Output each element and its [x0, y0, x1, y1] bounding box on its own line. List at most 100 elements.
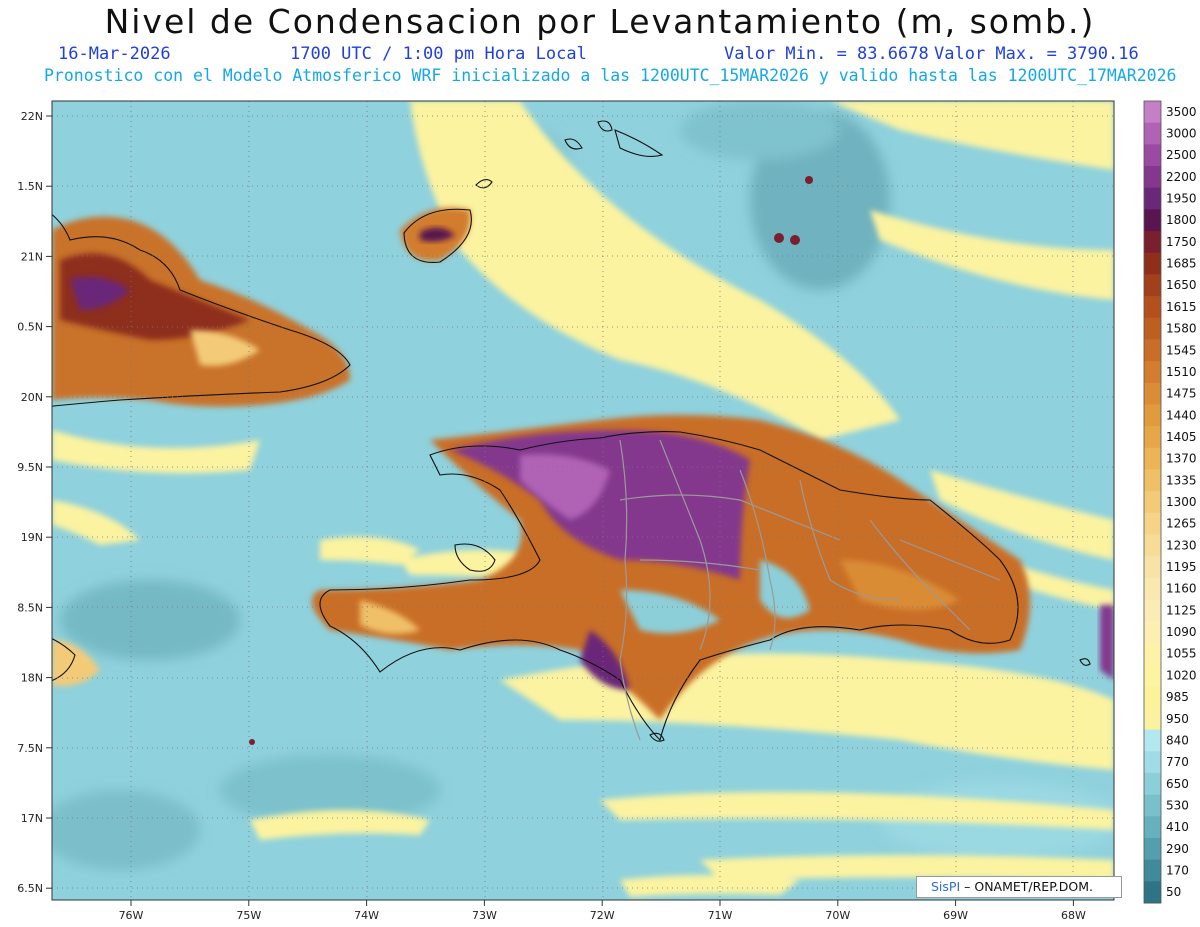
colorbar-swatch: [1144, 339, 1161, 362]
lon-label: 70W: [825, 909, 850, 922]
colorbar-swatch: [1144, 664, 1161, 687]
lat-label: 7.5N: [17, 742, 43, 755]
lon-label: 75W: [236, 909, 261, 922]
colorbar-label: 170: [1166, 863, 1189, 877]
colorbar-swatch: [1144, 101, 1161, 124]
colorbar-label: 50: [1166, 885, 1181, 899]
colorbar-label: 1230: [1166, 538, 1197, 552]
lat-label: 9.5N: [17, 461, 43, 474]
colorbar-label: 1750: [1166, 235, 1197, 249]
forecast-info: Pronostico con el Modelo Atmosferico WRF…: [44, 66, 1177, 85]
colorbar-label: 1650: [1166, 278, 1197, 292]
colorbar-swatch: [1144, 252, 1161, 275]
colorbar-swatch: [1144, 426, 1161, 449]
colorbar-label: 1440: [1166, 408, 1197, 422]
lat-label: 6.5N: [17, 882, 43, 895]
colorbar-swatch: [1144, 599, 1161, 622]
colorbar-label: 3000: [1166, 127, 1197, 141]
colorbar-label: 1510: [1166, 365, 1197, 379]
min-value: Valor Min. = 83.6678: [724, 44, 929, 64]
credit-brand: SisPI: [931, 879, 961, 894]
lat-label: 22N: [21, 110, 43, 123]
colorbar-label: 985: [1166, 690, 1189, 704]
colorbar-swatch: [1144, 772, 1161, 796]
colorbar-label: 1685: [1166, 257, 1197, 271]
colorbar-swatch: [1144, 556, 1161, 579]
colorbar-label: 1335: [1166, 473, 1197, 487]
longitude-axis: 76W 75W 74W 73W 72W 71W 70W 69W 68W: [119, 900, 1086, 922]
colorbar-swatch: [1144, 751, 1161, 774]
colorbar-swatch: [1144, 361, 1161, 384]
province-borders: [619, 439, 1001, 741]
map-field: [52, 101, 1114, 900]
lat-label: 8.5N: [17, 601, 43, 614]
colorbar-label: 1055: [1166, 647, 1197, 661]
lat-label: 1.5N: [17, 180, 43, 193]
colorbar-swatch: [1144, 382, 1161, 405]
colorbar-swatch: [1144, 166, 1161, 189]
lat-label: 18N: [21, 672, 43, 685]
colorbar-label: 1950: [1166, 192, 1197, 206]
lat-label: 21N: [21, 250, 43, 263]
colorbar-swatch: [1144, 881, 1161, 904]
colorbar-swatch: [1144, 296, 1161, 319]
lon-label: 68W: [1061, 909, 1086, 922]
colorbar-swatch: [1144, 144, 1161, 167]
yellow-streaks: [52, 101, 1114, 897]
colorbar-label: 1090: [1166, 625, 1197, 639]
colorbar-swatch: [1144, 447, 1161, 470]
forecast-date: 16-Mar-2026: [58, 44, 171, 64]
colorbar-label: 840: [1166, 733, 1189, 747]
colorbar-swatch: [1144, 187, 1161, 210]
lon-label: 72W: [590, 909, 615, 922]
colorbar-swatch: [1144, 794, 1161, 817]
colorbar-swatch: [1144, 512, 1161, 536]
credit-org: – ONAMET/REP.DOM.: [960, 879, 1093, 894]
colorbar: 3500 3000 2500 2200 1950 1800 1750 1685 1650 1615…: [1143, 100, 1197, 904]
colorbar-label: 410: [1166, 820, 1189, 834]
lon-label: 73W: [472, 909, 497, 922]
lon-label: 76W: [119, 909, 144, 922]
colorbar-label: 650: [1166, 777, 1189, 791]
colorbar-label: 290: [1166, 842, 1189, 856]
colorbar-label: 1405: [1166, 430, 1197, 444]
colorbar-label: 1545: [1166, 343, 1197, 357]
colorbar-label: 1195: [1166, 560, 1197, 574]
colorbar-swatch: [1144, 122, 1161, 145]
lon-label: 69W: [943, 909, 968, 922]
colorbar-swatch: [1144, 577, 1161, 601]
colorbar-swatch: [1144, 837, 1161, 861]
colorbar-label: 1020: [1166, 668, 1197, 682]
lat-label: 19N: [21, 531, 43, 544]
colorbar-label: 1615: [1166, 300, 1197, 314]
colorbar-swatch: [1144, 816, 1161, 839]
colorbar-label: 1580: [1166, 322, 1197, 336]
colorbar-swatch: [1144, 274, 1161, 297]
colorbar-swatch: [1144, 642, 1161, 666]
latitude-axis: 22N 1.5N 21N 0.5N 20N 9.5N 19N 8.5N 18N 7.5N 17N 6.…: [17, 110, 52, 895]
colorbar-swatch: [1144, 859, 1161, 882]
credit-box: SisPI – ONAMET/REP.DOM.: [916, 876, 1122, 898]
colorbar-swatch: [1144, 231, 1161, 254]
max-value: Valor Max. = 3790.16: [934, 44, 1139, 64]
lon-label: 74W: [354, 909, 379, 922]
colorbar-label: 2200: [1166, 170, 1197, 184]
colorbar-label: 1125: [1166, 603, 1197, 617]
map-title: Nivel de Condensacion por Levantamiento …: [104, 2, 1096, 41]
lat-label: 20N: [21, 391, 43, 404]
lat-label: 0.5N: [17, 321, 43, 334]
colorbar-label: 1265: [1166, 517, 1197, 531]
colorbar-label: 2500: [1166, 148, 1197, 162]
colorbar-label: 1475: [1166, 387, 1197, 401]
colorbar-swatch: [1144, 404, 1161, 427]
colorbar-swatch: [1144, 707, 1161, 731]
colorbar-frame: [1143, 100, 1162, 904]
colorbar-swatch: [1144, 209, 1161, 232]
map-frame: [51, 100, 1115, 901]
colorbar-swatch: [1144, 469, 1161, 492]
colorbar-swatch: [1144, 317, 1161, 340]
colorbar-swatch: [1144, 729, 1161, 752]
colorbar-label: 1160: [1166, 582, 1197, 596]
lon-label: 71W: [708, 909, 733, 922]
